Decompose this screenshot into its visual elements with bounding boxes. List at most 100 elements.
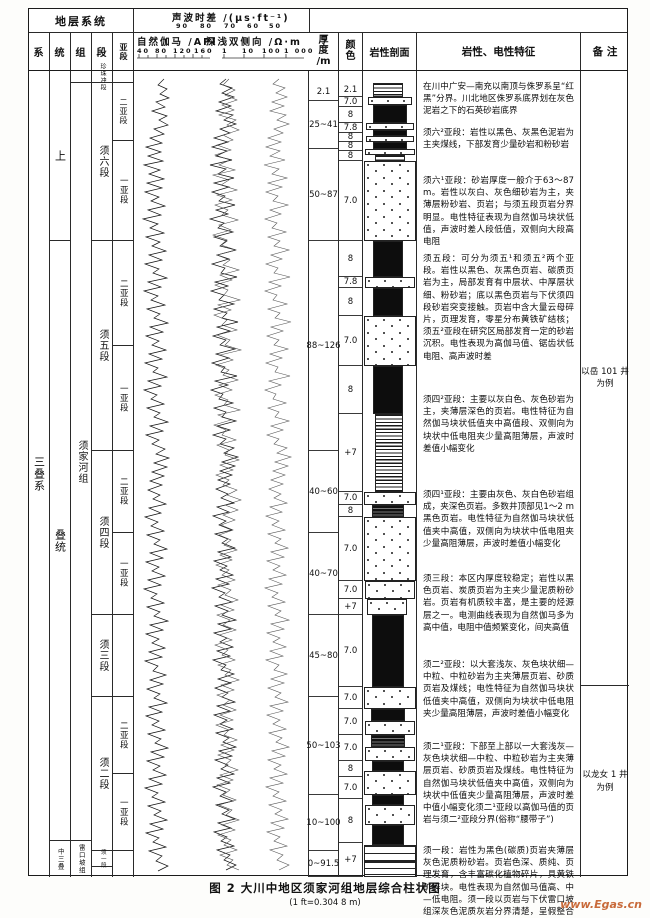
lithology-block xyxy=(364,771,416,795)
ac-tick-4: 50 xyxy=(269,22,283,30)
yaduan-cell-xu2-2: 二亚段 xyxy=(113,697,133,774)
color-line-0: 颜 xyxy=(345,40,356,51)
lithology-block xyxy=(365,747,415,761)
remark-cell: 以岳 101 井为例 xyxy=(581,71,629,685)
thickness-line-0: 厚 xyxy=(318,34,329,46)
remark-cell: 以龙女 1 井为例 xyxy=(581,685,629,877)
gr-tick-0: 40 xyxy=(137,47,151,55)
lithology-block xyxy=(373,83,403,97)
lithology-block xyxy=(373,142,407,149)
lithology-block xyxy=(372,505,404,517)
watermark: www.Egas.cn xyxy=(560,898,642,911)
res-tick-2: 100 xyxy=(262,47,282,55)
lithology-block xyxy=(373,366,403,414)
yaduan-cell-xu3-blank xyxy=(113,615,133,697)
table-header-top-row: 地层系统 声波时差 /(µs·ft⁻¹) 90 80 70 60 50 xyxy=(29,9,627,33)
header-col-color: 颜 色 xyxy=(339,33,363,70)
stratigraphic-column-table: 地层系统 声波时差 /(µs·ft⁻¹) 90 80 70 60 50 系 统 … xyxy=(28,8,629,917)
duan-cell-xu1: 须一段 xyxy=(92,849,112,868)
figure-subcaption: (1 ft=0.304 8 m) xyxy=(289,898,361,908)
zu-cell-leikoupo: 雷口坡组 xyxy=(77,844,86,874)
remark-longnv1: 以龙女 1 井为例 xyxy=(582,770,628,793)
lithology-block xyxy=(364,845,416,861)
lithology-block xyxy=(372,825,404,845)
lithology-block xyxy=(364,316,416,366)
column-color: 2.1 7.0 8 7.8 8 8 8 7.0 8 7.8 8 7.0 8 +7 7.0 8 7.0 7.0 +7 7… xyxy=(339,71,363,877)
header-log-track-group: 声波时差 /(µs·ft⁻¹) 90 80 70 60 50 xyxy=(134,9,309,32)
lithology-block xyxy=(372,761,404,771)
thickness-cell: 2.1 xyxy=(309,83,338,101)
tong-cell-lower: 中三叠 xyxy=(56,847,65,871)
color-code-cell: +7 xyxy=(339,599,362,615)
lithology-block xyxy=(365,581,415,599)
ac-tick-0: 90 xyxy=(176,22,190,30)
color-code-cell: 8 xyxy=(339,132,362,142)
desc-xu6-2: 须六²亚段：岩性以黑色、灰黑色泥岩为主夹煤线，下部发育少量砂岩和粉砂岩 xyxy=(423,128,574,151)
column-lithology-profile xyxy=(363,71,417,877)
lithology-block xyxy=(373,105,407,123)
yaduan-cell-xu5-1: 一亚段 xyxy=(113,346,133,451)
color-line-1: 色 xyxy=(345,50,356,62)
xi-cell-triassic: 三叠系 xyxy=(32,456,46,492)
header-log-curves: 自然伽马 /API 深浅双侧向 /Ω·m 40 80 120 160 1 10 … xyxy=(134,33,312,70)
lithology-block xyxy=(375,155,405,161)
yaduan-cell-xu4-2: 二亚段 xyxy=(113,451,133,533)
column-description: 在川中广安—南充以南顶与侏罗系呈“红黑”分界。川北地区侏罗系底界划在灰色泥岩之下… xyxy=(417,71,581,917)
lithology-block xyxy=(365,721,415,735)
thickness-line-1: 度 xyxy=(318,45,329,57)
thickness-line-2: /m xyxy=(316,55,331,67)
gr-tick-1: 80 xyxy=(155,47,169,55)
header-gamma-label: 自然伽马 /API xyxy=(137,37,218,48)
lithology-block xyxy=(373,130,407,136)
color-code-cell: 7.0 xyxy=(339,735,362,761)
lithology-block xyxy=(368,97,412,105)
lithology-block xyxy=(364,687,416,709)
gr-tick-2: 120 xyxy=(173,47,193,55)
color-code-cell: 8 xyxy=(339,761,362,777)
thickness-cell: 0~91.5 xyxy=(308,851,339,877)
desc-xu4-1: 须四¹亚段：主要由灰色、灰白色砂岩组成，夹深色页岩。多数井顶部见1～2 m黑色页… xyxy=(423,490,574,549)
color-code-cell: 7.0 xyxy=(339,316,362,366)
header-col-description: 岩性、电性特征 xyxy=(417,33,581,70)
color-code-cell: 8 xyxy=(339,799,362,843)
thickness-cell: 40~60 xyxy=(309,451,338,533)
column-well-logs xyxy=(134,71,309,877)
header-col-xi: 系 xyxy=(29,33,50,70)
color-code-cell: 8 xyxy=(339,505,362,517)
duan-cell-xu3: 须三段 xyxy=(92,615,112,697)
res-tick-1: 10 xyxy=(242,47,256,55)
res-tick-3: 1 000 xyxy=(284,47,315,55)
acoustic-curve xyxy=(263,78,293,871)
lithology-block xyxy=(371,735,405,747)
header-col-zu: 组 xyxy=(71,33,92,70)
header-spacer xyxy=(309,9,310,32)
lithology-block xyxy=(371,709,405,721)
thickness-cell: 50~103 xyxy=(306,697,341,795)
thickness-cell: 10~100 xyxy=(306,795,341,851)
lithology-block xyxy=(373,288,403,316)
color-code-cell: 8 xyxy=(339,288,362,316)
lithology-block xyxy=(364,492,416,505)
duan-cell-xu2: 须二段 xyxy=(92,697,112,851)
duan-cell-zhenzhuchong: 珍珠冲段 xyxy=(92,63,112,91)
header-col-remark: 备 注 xyxy=(592,46,618,58)
resistivity-shallow-curve xyxy=(211,78,243,871)
lithology-block xyxy=(372,615,404,687)
lithology-block xyxy=(366,123,414,130)
duan-cell-xu5: 须五段 xyxy=(92,241,112,451)
tong-cell-upper: 上 xyxy=(50,71,70,241)
yaduan-cell-xu4-1: 一亚段 xyxy=(113,533,133,615)
remark-yue101: 以岳 101 井为例 xyxy=(581,366,629,389)
header-col-yaduan: 亚段 xyxy=(113,33,134,70)
color-code-cell: +7 xyxy=(339,414,362,492)
ac-tick-1: 80 xyxy=(200,22,214,30)
figure-caption: 图 2 大川中地区须家河组地层综合柱状图 xyxy=(209,881,441,895)
table-body: 三叠系 上 叠统 中三叠 须家河组 xyxy=(29,63,629,917)
lithology-block xyxy=(373,241,403,277)
color-code-cell: 7.0 xyxy=(339,709,362,735)
color-code-cell: +7 xyxy=(339,843,362,877)
header-tick-ruler xyxy=(137,54,304,59)
thickness-cell: 50~87 xyxy=(309,149,338,241)
color-code-cell: 7.0 xyxy=(339,687,362,709)
